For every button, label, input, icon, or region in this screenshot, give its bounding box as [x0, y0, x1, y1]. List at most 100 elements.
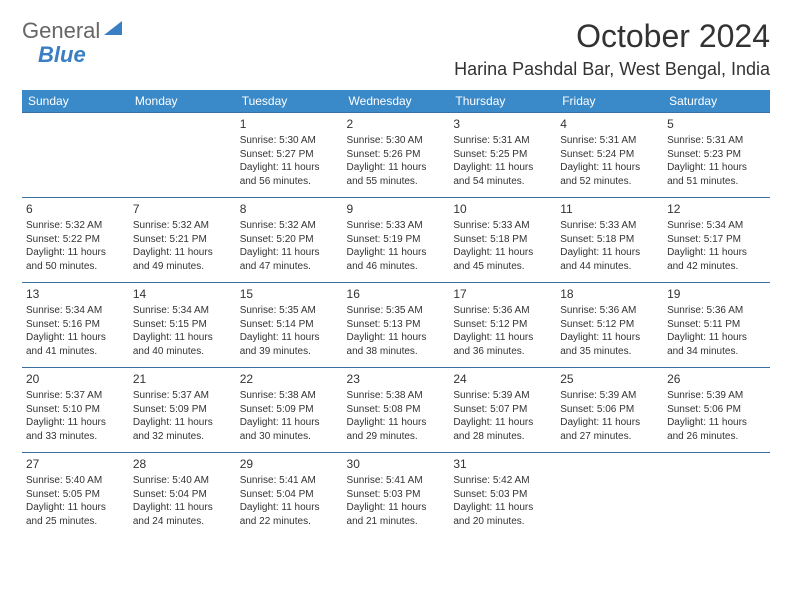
calendar-day-cell: 2Sunrise: 5:30 AMSunset: 5:26 PMDaylight… [343, 113, 450, 198]
daylight-line2: and 39 minutes. [240, 345, 339, 359]
daylight-line1: Daylight: 11 hours [347, 246, 446, 260]
calendar-day-cell: 25 Sunrise: 5:39 AMSunset: 5:06 PMDayligh… [556, 368, 663, 453]
daylight-line2: and 22 minutes. [240, 515, 339, 529]
calendar-day-cell: 9Sunrise: 5:33 AMSunset: 5:19 PMDaylight… [343, 198, 450, 283]
day-number: 28 [133, 456, 232, 472]
daylight-line2: and 47 minutes. [240, 260, 339, 274]
calendar-day-cell: 12Sunrise: 5:34 AMSunset: 5:17 PMDayligh… [663, 198, 770, 283]
daylight-line2: and 50 minutes. [26, 260, 125, 274]
calendar-empty-cell [129, 113, 236, 198]
calendar-day-cell: 28Sunrise: 5:40 AMSunset: 5:04 PMDayligh… [129, 453, 236, 538]
daylight-line2: and 36 minutes. [453, 345, 552, 359]
daylight-line2: and 41 minutes. [26, 345, 125, 359]
day-number: 24 [453, 371, 552, 387]
calendar-empty-cell [663, 453, 770, 538]
sunset-text: Sunset: 5:13 PM [347, 318, 446, 332]
sunrise-text: Sunrise: 5:31 AM [667, 134, 766, 148]
sunrise-text: Sunrise: 5:32 AM [26, 219, 125, 233]
sunrise-text: Sunrise: 5:40 AM [133, 474, 232, 488]
daylight-line1: Daylight: 11 hours [240, 161, 339, 175]
daylight-line1: Daylight: 11 hours [133, 246, 232, 260]
sunrise-text: Sunrise: 5:30 AM [240, 134, 339, 148]
sunset-text: Sunset: 5:09 PM [240, 403, 339, 417]
sunset-text: Sunset: 5:04 PM [240, 488, 339, 502]
calendar-day-cell: 22Sunrise: 5:38 AMSunset: 5:09 PMDayligh… [236, 368, 343, 453]
calendar-day-cell: 24Sunrise: 5:39 AMSunset: 5:07 PMDayligh… [449, 368, 556, 453]
sunset-text: Sunset: 5:16 PM [26, 318, 125, 332]
sunset-text: Sunset: 5:25 PM [453, 148, 552, 162]
sunset-text: Sunset: 5:12 PM [453, 318, 552, 332]
sunrise-text: Sunrise: 5:38 AM [240, 389, 339, 403]
calendar-day-cell: 3Sunrise: 5:31 AMSunset: 5:25 PMDaylight… [449, 113, 556, 198]
sunrise-text: Sunrise: 5:39 AM [560, 389, 659, 403]
sunrise-text: Sunrise: 5:32 AM [133, 219, 232, 233]
daylight-line2: and 26 minutes. [667, 430, 766, 444]
sunrise-text: Sunrise: 5:41 AM [347, 474, 446, 488]
calendar-day-cell: 18Sunrise: 5:36 AMSunset: 5:12 PMDayligh… [556, 283, 663, 368]
day-number: 30 [347, 456, 446, 472]
sunset-text: Sunset: 5:08 PM [347, 403, 446, 417]
sunset-text: Sunset: 5:07 PM [453, 403, 552, 417]
daylight-line1: Daylight: 11 hours [667, 246, 766, 260]
daylight-line1: Daylight: 11 hours [453, 331, 552, 345]
daylight-line1: Daylight: 11 hours [133, 331, 232, 345]
brand-logo: General [22, 18, 124, 44]
calendar-day-cell: 6Sunrise: 5:32 AMSunset: 5:22 PMDaylight… [22, 198, 129, 283]
daylight-line1: Daylight: 11 hours [560, 331, 659, 345]
daylight-line2: and 25 minutes. [26, 515, 125, 529]
daylight-line2: and 32 minutes. [133, 430, 232, 444]
weekday-header: Saturday [663, 90, 770, 113]
day-number: 21 [133, 371, 232, 387]
month-title: October 2024 [454, 18, 770, 55]
sunrise-text: Sunrise: 5:30 AM [347, 134, 446, 148]
sunset-text: Sunset: 5:06 PM [560, 403, 659, 417]
calendar-day-cell: 5Sunrise: 5:31 AMSunset: 5:23 PMDaylight… [663, 113, 770, 198]
calendar-day-cell: 31Sunrise: 5:42 AMSunset: 5:03 PMDayligh… [449, 453, 556, 538]
sunset-text: Sunset: 5:10 PM [26, 403, 125, 417]
daylight-line1: Daylight: 11 hours [347, 416, 446, 430]
daylight-line2: and 24 minutes. [133, 515, 232, 529]
sunset-text: Sunset: 5:14 PM [240, 318, 339, 332]
daylight-line1: Daylight: 11 hours [667, 416, 766, 430]
daylight-line2: and 20 minutes. [453, 515, 552, 529]
daylight-line2: and 56 minutes. [240, 175, 339, 189]
day-number: 25 [560, 371, 659, 387]
sunrise-text: Sunrise: 5:33 AM [453, 219, 552, 233]
sunset-text: Sunset: 5:11 PM [667, 318, 766, 332]
sunrise-text: Sunrise: 5:42 AM [453, 474, 552, 488]
sunset-text: Sunset: 5:24 PM [560, 148, 659, 162]
daylight-line2: and 34 minutes. [667, 345, 766, 359]
calendar-day-cell: 8Sunrise: 5:32 AMSunset: 5:20 PMDaylight… [236, 198, 343, 283]
calendar-day-cell: 20Sunrise: 5:37 AMSunset: 5:10 PMDayligh… [22, 368, 129, 453]
day-number: 14 [133, 286, 232, 302]
daylight-line1: Daylight: 11 hours [560, 416, 659, 430]
sunset-text: Sunset: 5:26 PM [347, 148, 446, 162]
daylight-line2: and 27 minutes. [560, 430, 659, 444]
day-number: 23 [347, 371, 446, 387]
daylight-line2: and 51 minutes. [667, 175, 766, 189]
daylight-line1: Daylight: 11 hours [560, 161, 659, 175]
day-number: 12 [667, 201, 766, 217]
sunrise-text: Sunrise: 5:41 AM [240, 474, 339, 488]
calendar-day-cell: 16Sunrise: 5:35 AMSunset: 5:13 PMDayligh… [343, 283, 450, 368]
sunrise-text: Sunrise: 5:34 AM [667, 219, 766, 233]
calendar-day-cell: 15Sunrise: 5:35 AMSunset: 5:14 PMDayligh… [236, 283, 343, 368]
sunset-text: Sunset: 5:20 PM [240, 233, 339, 247]
day-number: 16 [347, 286, 446, 302]
daylight-line1: Daylight: 11 hours [667, 161, 766, 175]
sunrise-text: Sunrise: 5:32 AM [240, 219, 339, 233]
day-number: 17 [453, 286, 552, 302]
sunset-text: Sunset: 5:09 PM [133, 403, 232, 417]
daylight-line1: Daylight: 11 hours [347, 331, 446, 345]
weekday-header: Friday [556, 90, 663, 113]
calendar-day-cell: 30Sunrise: 5:41 AMSunset: 5:03 PMDayligh… [343, 453, 450, 538]
daylight-line1: Daylight: 11 hours [240, 416, 339, 430]
day-number: 3 [453, 116, 552, 132]
daylight-line1: Daylight: 11 hours [26, 331, 125, 345]
day-number: 10 [453, 201, 552, 217]
daylight-line1: Daylight: 11 hours [26, 501, 125, 515]
daylight-line1: Daylight: 11 hours [240, 331, 339, 345]
calendar-day-cell: 19Sunrise: 5:36 AMSunset: 5:11 PMDayligh… [663, 283, 770, 368]
triangle-icon [104, 21, 122, 35]
day-number: 8 [240, 201, 339, 217]
